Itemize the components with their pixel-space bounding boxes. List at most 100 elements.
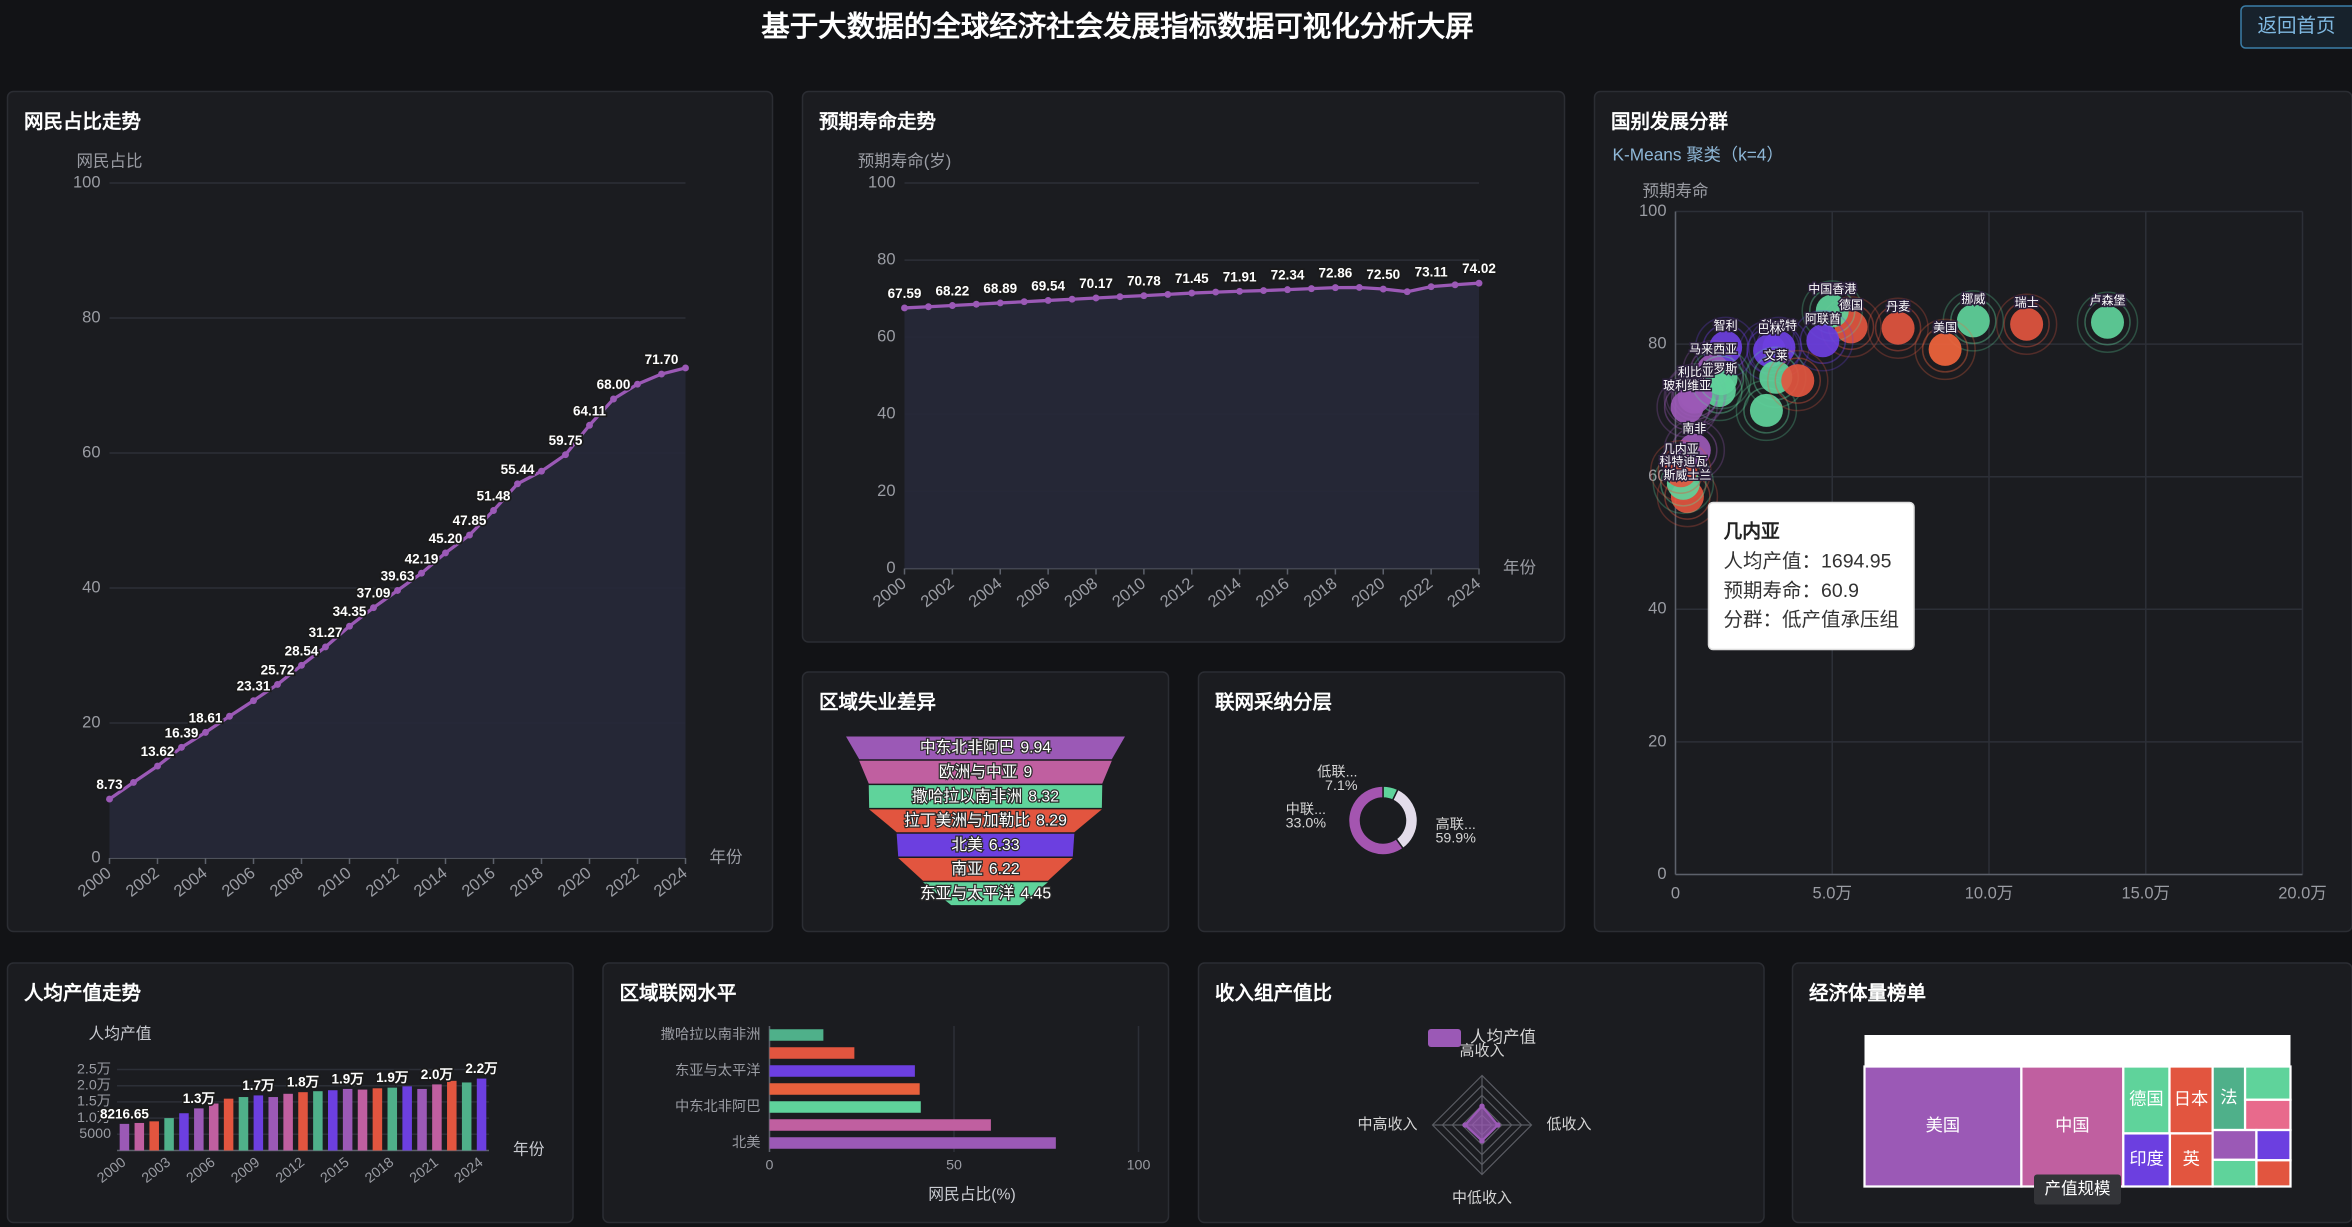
funnel-segment: [923, 882, 1048, 906]
y-tick-label: 20: [82, 713, 100, 731]
treemap-tile: [2255, 1128, 2292, 1162]
y-tick-label: 80: [877, 250, 895, 268]
home-button[interactable]: [2240, 5, 2352, 49]
value-label: 68.00: [597, 377, 631, 392]
point: [130, 778, 137, 786]
point: [682, 364, 689, 372]
point-halo: [1650, 439, 1712, 502]
point-halo: [1697, 355, 1745, 402]
point: [948, 302, 956, 309]
home-button-label[interactable]: 返回首页: [2257, 15, 2335, 37]
bar: [298, 1092, 308, 1151]
bar: [461, 1082, 472, 1151]
point-label: 中国香港: [1808, 281, 1856, 296]
pie-label: 高联...: [1436, 816, 1476, 833]
point-label: 瑞士: [2015, 295, 2039, 309]
point: [322, 643, 329, 651]
point-halo: [2076, 291, 2139, 353]
point: [1379, 285, 1387, 293]
point-halo: [1767, 349, 1829, 412]
point: [1236, 287, 1244, 295]
point-label: 俄罗斯: [1701, 362, 1737, 376]
funnel-label-value: 9.94: [1020, 740, 1051, 757]
panel: [1197, 962, 1765, 1224]
radar-indicator: 中低收入: [1452, 1189, 1512, 1206]
point-halo: [1950, 297, 1997, 345]
point: [1116, 293, 1124, 301]
value-label: 68.22: [935, 284, 969, 299]
point-halo: [1942, 290, 2005, 352]
y-tick-label: 2.5万: [77, 1061, 111, 1077]
y-tick-label: 0: [886, 559, 895, 577]
point-halo: [1874, 304, 1922, 352]
panel-title: 经济体量榜单: [1809, 982, 1926, 1005]
x-tick-label: 0: [766, 1157, 774, 1173]
y-tick-label: 40: [877, 405, 895, 423]
value-label: 71.45: [1175, 271, 1209, 286]
value-label: 1.9万: [331, 1072, 363, 1087]
point: [538, 467, 545, 475]
value-label: 2.0万: [421, 1067, 453, 1082]
radar-indicator: 高收入: [1459, 1042, 1504, 1059]
point-halo: [1657, 447, 1705, 494]
bar: [387, 1087, 398, 1151]
funnel-label: 拉丁美洲与加勒比 8.29: [904, 812, 1067, 830]
point-label: 挪威: [1961, 292, 1985, 306]
point: [634, 380, 641, 388]
bar: [402, 1086, 412, 1151]
bar: [327, 1090, 338, 1151]
bar: [313, 1091, 323, 1151]
point: [226, 712, 233, 720]
point: [1749, 393, 1783, 427]
point: [1092, 294, 1100, 302]
point: [418, 569, 425, 577]
funnel-label-name: 南亚: [951, 860, 983, 878]
pie-label: 低联...: [1317, 763, 1357, 780]
point: [972, 300, 980, 308]
y-tick-label: 1.5万: [77, 1094, 111, 1110]
bar: [769, 1047, 855, 1059]
y-tick-label: 0: [91, 848, 100, 866]
funnel-label: 欧洲与中亚 9: [939, 763, 1033, 781]
value-label: 68.89: [983, 281, 1017, 296]
point: [1307, 285, 1315, 293]
value-label: 67.59: [888, 286, 922, 301]
y-tick-label: 60: [1648, 467, 1666, 485]
y-tick-label: 80: [82, 308, 100, 326]
point-halo: [1774, 357, 1822, 404]
point-halo: [1690, 347, 1752, 410]
point: [901, 304, 908, 312]
funnel-label-value: 8.32: [1028, 788, 1059, 805]
bar: [769, 1119, 991, 1131]
bar: [253, 1095, 264, 1151]
point: [1956, 304, 1990, 338]
value-label: 25.72: [261, 662, 295, 677]
funnel-label-value: 6.22: [989, 861, 1020, 878]
value-label: 47.85: [453, 513, 487, 528]
subtitle: K-Means 聚类（k=4）: [1613, 145, 1784, 165]
point-halo: [1663, 366, 1726, 428]
point: [1781, 364, 1815, 398]
legend-label: 人均产值: [1470, 1027, 1536, 1046]
treemap-label: 日本: [2174, 1089, 2209, 1109]
bar: [342, 1088, 353, 1151]
y-tick-label: 2.0万: [77, 1077, 111, 1093]
funnel-label-name: 中东北非阿巴: [920, 739, 1015, 757]
tooltip-line: 分群：低产值承压组: [1724, 609, 1900, 631]
x-tick-label: 15.0万: [2121, 884, 2170, 902]
y-tick-label: 60: [82, 443, 100, 461]
x-axis-title: 年份: [1503, 558, 1537, 577]
pie-label: 中联...: [1286, 801, 1326, 818]
panel-title: 网民占比走势: [24, 110, 142, 133]
radar-indicator: 中高收入: [1357, 1116, 1417, 1133]
y-tick-label: 40: [1648, 600, 1666, 618]
value-label: 45.20: [429, 531, 463, 546]
treemap-label: 法: [2220, 1087, 2237, 1107]
point: [610, 395, 617, 403]
panel-title: 收入组产值比: [1215, 982, 1332, 1005]
point: [274, 680, 281, 688]
funnel-segment: [868, 785, 1103, 808]
value-label: 69.54: [1031, 278, 1065, 293]
